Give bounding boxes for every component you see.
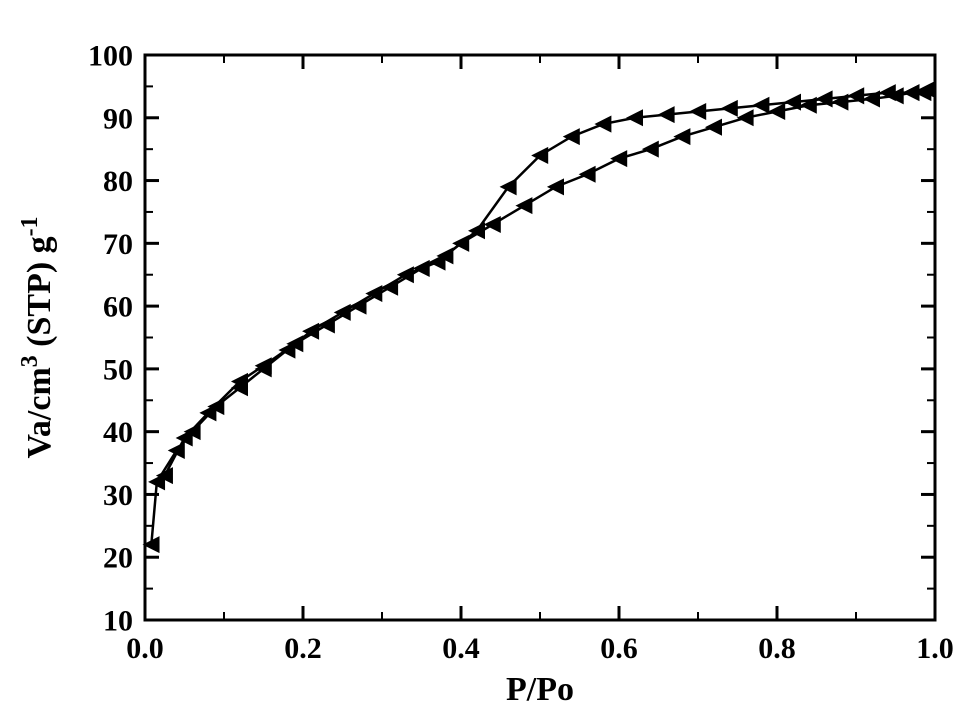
y-tick-label: 30 — [103, 479, 133, 512]
series-desorption-marker — [722, 101, 737, 116]
series-adsorption-marker — [548, 179, 563, 194]
x-tick-label: 0.6 — [600, 632, 638, 665]
chart-svg: 0.00.20.40.60.81.0102030405060708090100P… — [0, 0, 970, 717]
series-adsorption-marker — [675, 129, 690, 144]
y-tick-label: 10 — [103, 605, 133, 638]
series-adsorption-marker — [706, 119, 721, 134]
series-adsorption-marker — [738, 110, 753, 125]
x-tick-label: 0.2 — [284, 632, 322, 665]
y-tick-label: 50 — [103, 353, 133, 386]
x-tick-label: 1.0 — [916, 632, 954, 665]
y-axis-title: Va/cm3 (STP) g-1 — [17, 216, 58, 458]
series-desorption-marker — [414, 261, 429, 276]
y-tick-label: 90 — [103, 102, 133, 135]
series-adsorption-marker — [485, 217, 500, 232]
series-desorption-marker — [382, 280, 397, 295]
series-adsorption-marker — [517, 198, 532, 213]
x-tick-label: 0.8 — [758, 632, 796, 665]
y-tick-label: 100 — [88, 40, 133, 73]
series-desorption-marker — [627, 110, 642, 125]
series-adsorption-marker — [580, 167, 595, 182]
y-tick-label: 60 — [103, 291, 133, 324]
series-desorption-line — [165, 90, 927, 476]
series-adsorption-marker — [769, 104, 784, 119]
series-desorption-marker — [596, 116, 611, 131]
series-desorption-marker — [351, 298, 366, 313]
series-desorption-marker — [659, 107, 674, 122]
series-adsorption-marker — [643, 141, 658, 156]
y-tick-label: 80 — [103, 165, 133, 198]
plot-frame — [145, 55, 935, 620]
series-desorption-marker — [319, 317, 334, 332]
isotherm-chart: 0.00.20.40.60.81.0102030405060708090100P… — [0, 0, 970, 717]
y-tick-label: 20 — [103, 542, 133, 575]
series-desorption-marker — [690, 104, 705, 119]
series-desorption-marker — [754, 98, 769, 113]
series-adsorption-marker — [611, 151, 626, 166]
series-desorption-marker — [564, 129, 579, 144]
y-tick-label: 40 — [103, 416, 133, 449]
x-axis-title: P/Po — [506, 671, 574, 708]
y-tick-label: 70 — [103, 228, 133, 261]
x-tick-label: 0.4 — [442, 632, 480, 665]
series-desorption-marker — [904, 85, 919, 100]
